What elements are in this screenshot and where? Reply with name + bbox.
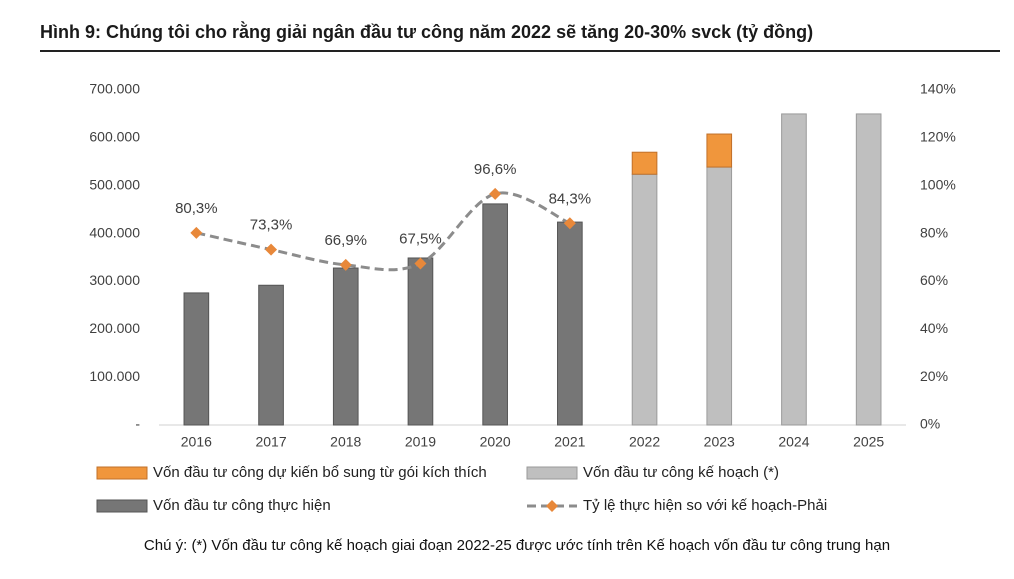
marker: [414, 257, 427, 270]
bar: [631, 151, 658, 175]
bar: [332, 267, 359, 426]
legend-swatch: [526, 466, 578, 480]
marker: [190, 226, 203, 239]
bar: [855, 113, 882, 426]
marker: [489, 187, 502, 200]
y-tick-label: 600.000: [89, 129, 140, 145]
legend-swatch: [96, 466, 148, 480]
bar: [258, 284, 284, 426]
y-tick-label: 400.000: [89, 224, 140, 240]
chart-note: Chú ý: (*) Vốn đầu tư công kế hoạch giai…: [144, 537, 890, 554]
data-label: 73,3%: [250, 217, 293, 234]
y-tick-label: 100.000: [89, 368, 140, 384]
bar: [781, 113, 807, 426]
x-tick-label: 2018: [330, 434, 361, 450]
bar: [706, 133, 733, 168]
bar: [557, 221, 583, 426]
y-tick-label: 300.000: [89, 272, 140, 288]
x-tick-label: 2016: [181, 434, 212, 450]
y-tick-label: 700.000: [89, 81, 140, 97]
y2-tick-label: 100%: [920, 176, 956, 192]
y-tick-label: 500.000: [89, 176, 140, 192]
data-label: 96,6%: [474, 161, 517, 178]
title-rule: [40, 50, 1000, 52]
bar: [631, 173, 658, 426]
y2-tick-label: 140%: [920, 81, 956, 97]
bar: [482, 203, 508, 426]
x-tick-label: 2019: [405, 434, 436, 450]
y2-tick-label: 120%: [920, 129, 956, 145]
bar: [183, 292, 210, 426]
legend-label: Vốn đầu tư công kế hoạch (*): [583, 464, 779, 481]
y2-tick-label: 20%: [920, 368, 948, 384]
y2-tick-label: 40%: [920, 320, 948, 336]
marker: [265, 243, 278, 256]
data-label: 67,5%: [399, 230, 442, 247]
chart-title: Hình 9: Chúng tôi cho rằng giải ngân đầu…: [40, 21, 813, 42]
bar: [706, 166, 733, 426]
x-tick-label: 2022: [629, 434, 660, 450]
y2-tick-label: 60%: [920, 272, 948, 288]
legend-swatch: [96, 499, 148, 513]
x-tick-label: 2020: [480, 434, 511, 450]
data-label: 80,3%: [175, 200, 218, 217]
legend-label: Tỷ lệ thực hiện so với kế hoạch-Phải: [583, 497, 827, 514]
x-tick-label: 2017: [255, 434, 286, 450]
y2-tick-label: 0%: [920, 416, 940, 432]
x-tick-label: 2024: [778, 434, 809, 450]
x-tick-label: 2021: [554, 434, 585, 450]
data-label: 66,9%: [324, 232, 367, 249]
marker: [563, 217, 576, 230]
legend-label: Vốn đầu tư công thực hiện: [153, 497, 331, 514]
data-label: 84,3%: [549, 190, 592, 207]
bar: [407, 257, 434, 426]
x-tick-label: 2025: [853, 434, 884, 450]
y2-tick-label: 80%: [920, 224, 948, 240]
legend-label: Vốn đầu tư công dự kiến bổ sung từ gói k…: [153, 464, 487, 481]
x-tick-label: 2023: [704, 434, 735, 450]
marker: [339, 258, 352, 271]
y-tick-label: 200.000: [89, 320, 140, 336]
y-tick-label: -: [135, 416, 140, 432]
legend-marker: [546, 500, 558, 512]
